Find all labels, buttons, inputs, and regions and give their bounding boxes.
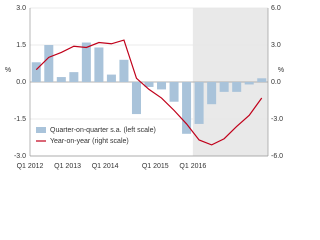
bar xyxy=(219,82,229,92)
x-tick-label: Q1 2012 xyxy=(17,163,44,170)
x-tick-label: Q1 2015 xyxy=(142,163,169,170)
bar xyxy=(56,77,66,82)
y2-tick-label: -3.0 xyxy=(271,116,283,123)
bar xyxy=(157,82,167,90)
bar xyxy=(44,45,54,82)
y2-tick-label: 0.0 xyxy=(271,79,281,86)
bar xyxy=(119,59,129,82)
bar xyxy=(169,82,179,102)
y-axis-label: % xyxy=(5,67,11,74)
bar xyxy=(232,82,242,92)
bar xyxy=(94,47,104,82)
chart: % % -3.0 -1.5 0.0 1.5 3.0 -6.0 -3.0 0.0 3.0 6.0 Q1… xyxy=(5,5,284,170)
legend-swatch xyxy=(36,127,46,133)
bar xyxy=(194,82,204,124)
y2-axis-label: % xyxy=(278,67,284,74)
y-tick-label: 1.5 xyxy=(16,42,26,49)
bar xyxy=(257,78,267,82)
bar xyxy=(207,82,217,105)
bar xyxy=(69,72,79,82)
y-tick-label: 0.0 xyxy=(16,79,26,86)
x-tick-label: Q1 2016 xyxy=(179,163,206,170)
legend-label: Quarter-on-quarter s.a. (left scale) xyxy=(50,127,156,134)
bar xyxy=(144,82,154,87)
bar xyxy=(31,62,41,82)
bar xyxy=(182,82,192,134)
y2-tick-label: 3.0 xyxy=(271,42,281,49)
y-tick-label: 3.0 xyxy=(16,5,26,12)
bar xyxy=(244,82,254,85)
bar xyxy=(106,74,116,82)
bar xyxy=(131,82,141,115)
y2-tick-label: -6.0 xyxy=(271,153,283,160)
y2-tick-label: 6.0 xyxy=(271,5,281,12)
line xyxy=(35,39,263,146)
y-tick-label: -3.0 xyxy=(14,153,26,160)
x-tick-label: Q1 2014 xyxy=(92,163,119,170)
legend-label: Year-on-year (right scale) xyxy=(50,138,129,145)
bar xyxy=(81,42,91,82)
y-tick-label: -1.5 xyxy=(14,116,26,123)
x-tick-label: Q1 2013 xyxy=(54,163,81,170)
